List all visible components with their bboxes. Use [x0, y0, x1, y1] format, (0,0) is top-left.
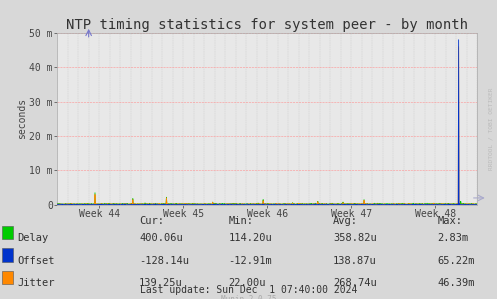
Text: Last update: Sun Dec  1 07:40:00 2024: Last update: Sun Dec 1 07:40:00 2024	[140, 285, 357, 295]
Text: Max:: Max:	[437, 216, 462, 226]
Y-axis label: seconds: seconds	[17, 98, 27, 139]
Text: Delay: Delay	[17, 233, 49, 243]
Text: 139.25u: 139.25u	[139, 278, 183, 288]
Text: 22.00u: 22.00u	[229, 278, 266, 288]
Text: 65.22m: 65.22m	[437, 256, 475, 266]
Bar	[2, 226, 13, 239]
Title: NTP timing statistics for system peer - by month: NTP timing statistics for system peer - …	[66, 18, 468, 32]
Text: 268.74u: 268.74u	[333, 278, 377, 288]
Text: Cur:: Cur:	[139, 216, 164, 226]
Text: RRDTOOL / TOBI OETIKER: RRDTOOL / TOBI OETIKER	[489, 87, 494, 170]
Text: 46.39m: 46.39m	[437, 278, 475, 288]
Text: 358.82u: 358.82u	[333, 233, 377, 243]
Text: Avg:: Avg:	[333, 216, 358, 226]
Text: Munin 2.0.75: Munin 2.0.75	[221, 295, 276, 299]
Text: 138.87u: 138.87u	[333, 256, 377, 266]
Text: 400.06u: 400.06u	[139, 233, 183, 243]
Text: Min:: Min:	[229, 216, 253, 226]
Text: Jitter: Jitter	[17, 278, 55, 288]
Text: 2.83m: 2.83m	[437, 233, 469, 243]
Text: Offset: Offset	[17, 256, 55, 266]
Text: -128.14u: -128.14u	[139, 256, 189, 266]
Bar	[2, 248, 13, 262]
Text: -12.91m: -12.91m	[229, 256, 272, 266]
Text: 114.20u: 114.20u	[229, 233, 272, 243]
Bar	[2, 271, 13, 284]
